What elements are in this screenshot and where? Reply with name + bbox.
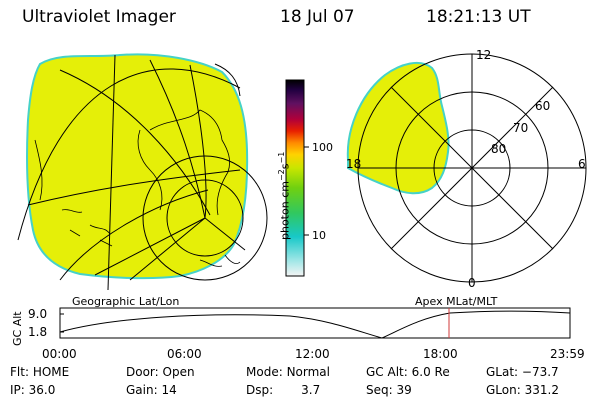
gcalt-label: GC Alt: (366, 365, 408, 379)
emission-region-polar (346, 61, 450, 195)
colorbar-tick-100: 100 (312, 141, 333, 154)
strip-xtick-0600: 06:00 (167, 347, 202, 361)
strip-xtick-2359: 23:59 (550, 347, 585, 361)
strip-ylabel: GC Alt (11, 311, 24, 346)
dsp-value: 3.7 (301, 383, 321, 397)
glat-value: −73.7 (521, 365, 559, 379)
ip-value: 36.0 (28, 383, 56, 397)
polar-grid (357, 53, 587, 283)
geographic-caption: Geographic Lat/Lon (72, 295, 180, 308)
gcalt-value: 6.0 Re (411, 365, 450, 379)
flt-value: HOME (32, 365, 70, 379)
status-gc-alt: GC Alt: 6.0 Re (366, 366, 450, 378)
glat-label: GLat: (486, 365, 519, 379)
mlat-label-80: 80 (491, 142, 507, 156)
mode-label: Mode: (246, 365, 283, 379)
seq-label: Seq: (366, 383, 393, 397)
mlat-label-70: 70 (513, 121, 529, 135)
seq-value: 39 (396, 383, 412, 397)
ip-label: IP: (10, 383, 25, 397)
flt-label: Flt: (10, 365, 29, 379)
dsp-label: Dsp: (246, 383, 274, 397)
observation-time: 18:21:13 UT (426, 7, 531, 27)
colorbar-tick-10: 10 (312, 229, 326, 242)
status-seq: Seq: 39 (366, 384, 412, 396)
observation-date: 18 Jul 07 (280, 7, 355, 27)
status-flt: Flt: HOME (10, 366, 69, 378)
status-dsp: Dsp: 3.7 (246, 384, 320, 396)
mlt-label-18: 18 (346, 157, 362, 171)
mode-value: Normal (286, 365, 330, 379)
polar-caption: Apex MLat/MLT (415, 295, 498, 308)
strip-xtick-1800: 18:00 (423, 347, 458, 361)
gain-value: 14 (161, 383, 177, 397)
door-value: Open (162, 365, 195, 379)
status-gain: Gain: 14 (126, 384, 177, 396)
status-glat: GLat: −73.7 (486, 366, 559, 378)
gain-label: Gain: (126, 383, 158, 397)
strip-xtick-0000: 00:00 (42, 347, 77, 361)
status-mode: Mode: Normal (246, 366, 330, 378)
mlt-label-12: 12 (476, 48, 492, 62)
status-glon: GLon: 331.2 (486, 384, 559, 396)
mlt-label-0: 0 (468, 276, 476, 290)
glon-value: 331.2 (524, 383, 559, 397)
strip-ytick-high: 9.0 (28, 307, 48, 321)
strip-xtick-1200: 12:00 (295, 347, 330, 361)
strip-ytick-low: 1.8 (28, 325, 48, 339)
glon-label: GLon: (486, 383, 521, 397)
geographic-grid (17, 54, 268, 291)
door-label: Door: (126, 365, 159, 379)
status-door: Door: Open (126, 366, 195, 378)
mlat-label-60: 60 (535, 99, 551, 113)
mlt-label-6: 6 (578, 157, 586, 171)
coastlines (34, 109, 241, 267)
status-ip: IP: 36.0 (10, 384, 55, 396)
instrument-title: Ultraviolet Imager (22, 7, 176, 27)
altitude-trace (59, 310, 571, 339)
